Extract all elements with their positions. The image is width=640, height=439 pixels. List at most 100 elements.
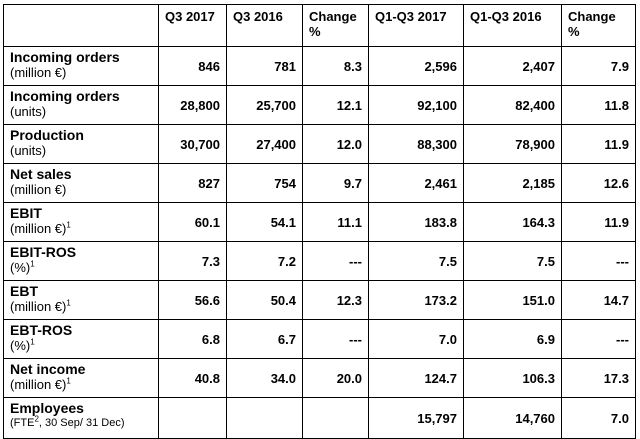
value-cell: 183.8 [368,202,464,242]
value-cell: --- [561,319,636,359]
value-cell: 151.0 [463,280,562,320]
header-cell-q1q3-2016: Q1-Q3 2016 [463,4,562,47]
value-cell: 827 [158,163,227,203]
row-unit: (FTE2, 30 Sep/ 31 Dec) [10,415,152,430]
row-unit: (%)1 [10,260,152,276]
value-cell: 781 [226,46,303,86]
row-unit-text: (units) [10,104,47,119]
value-cell: 7.9 [561,46,636,86]
value-cell: 8.3 [302,46,369,86]
row-unit: (%)1 [10,338,152,354]
row-unit: (million €)1 [10,377,152,393]
table-row: Net sales (million €) 827 754 9.7 2,461 2,185 1… [3,163,636,203]
row-label-cell: Incoming orders (million €) [3,46,159,86]
value-cell: 2,185 [463,163,562,203]
value-cell: 6.8 [158,319,227,359]
value-cell: 14.7 [561,280,636,320]
value-cell: --- [561,241,636,281]
value-cell: 12.6 [561,163,636,203]
table-row: Incoming orders (units) 28,800 25,700 12.1 92… [3,85,636,125]
value-cell: 11.8 [561,85,636,125]
value-cell: 7.2 [226,241,303,281]
value-cell [226,397,303,439]
value-cell: 164.3 [463,202,562,242]
header-row: Q3 2017 Q3 2016 Change % Q1-Q3 2017 Q1-Q… [3,4,636,47]
row-unit-text: (FTE [10,417,35,429]
value-cell: 11.1 [302,202,369,242]
value-cell: 12.1 [302,85,369,125]
row-label: Employees [10,400,84,416]
value-cell: 7.0 [368,319,464,359]
value-cell: 6.7 [226,319,303,359]
header-cell-change-q3: Change % [302,4,369,47]
row-unit-text: (units) [10,143,47,158]
row-unit-text: (%) [10,338,31,353]
value-cell: 9.7 [302,163,369,203]
value-cell: 11.9 [561,202,636,242]
value-cell: 88,300 [368,124,464,164]
value-cell: 754 [226,163,303,203]
row-unit: (units) [10,143,152,159]
kpi-table: Q3 2017 Q3 2016 Change % Q1-Q3 2017 Q1-Q… [3,4,636,439]
row-label-cell: Incoming orders (units) [3,85,159,125]
row-label-cell: EBT (million €)1 [3,280,159,320]
row-unit-text: (million €) [10,182,67,197]
value-cell: 11.9 [561,124,636,164]
value-cell: 17.3 [561,358,636,398]
row-label-cell: EBT-ROS (%)1 [3,319,159,359]
table-row: Incoming orders (million €) 846 781 8.3 2,596… [3,46,636,86]
table-row: EBIT-ROS (%)1 7.3 7.2 --- 7.5 7.5 --- [3,241,636,281]
row-label: Production [10,127,84,143]
value-cell: 846 [158,46,227,86]
value-cell: 82,400 [463,85,562,125]
row-label: EBIT [10,205,42,221]
row-unit-text: (million €) [10,299,67,314]
footnote-marker: 1 [66,298,71,308]
value-cell: 12.0 [302,124,369,164]
footnote-marker: 1 [30,259,35,269]
row-unit-suffix: , 30 Sep/ 31 Dec) [38,417,125,429]
value-cell: 15,797 [368,397,464,439]
row-label-cell: Production (units) [3,124,159,164]
row-label-cell: EBIT-ROS (%)1 [3,241,159,281]
value-cell [158,397,227,439]
value-cell [302,397,369,439]
table-row: Net income (million €)1 40.8 34.0 20.0 124.7 1… [3,358,636,398]
row-unit: (units) [10,104,152,120]
value-cell: 7.5 [368,241,464,281]
value-cell: 7.5 [463,241,562,281]
table-row: EBT-ROS (%)1 6.8 6.7 --- 7.0 6.9 --- [3,319,636,359]
row-label-cell: Net sales (million €) [3,163,159,203]
table-row: EBT (million €)1 56.6 50.4 12.3 173.2 151.0 14.… [3,280,636,320]
row-label-cell: Net income (million €)1 [3,358,159,398]
value-cell: 173.2 [368,280,464,320]
table-row: Production (units) 30,700 27,400 12.0 88,300 7… [3,124,636,164]
row-label-cell: Employees (FTE2, 30 Sep/ 31 Dec) [3,397,159,439]
row-label-cell: EBIT (million €)1 [3,202,159,242]
value-cell: 12.3 [302,280,369,320]
row-unit-text: (million €) [10,221,67,236]
row-label: EBIT-ROS [10,244,77,260]
value-cell: 6.9 [463,319,562,359]
value-cell: 14,760 [463,397,562,439]
row-label: EBT-ROS [10,322,73,338]
value-cell: 2,596 [368,46,464,86]
value-cell: 54.1 [226,202,303,242]
value-cell: 7.0 [561,397,636,439]
value-cell: 30,700 [158,124,227,164]
row-unit-text: (million €) [10,65,67,80]
row-unit: (million €)1 [10,221,152,237]
header-cell-change-q1q3: Change % [561,4,636,47]
row-unit: (million €) [10,182,152,198]
row-label: Net income [10,361,86,377]
value-cell: --- [302,241,369,281]
value-cell: 92,100 [368,85,464,125]
header-cell-label [3,4,159,47]
row-unit: (million €) [10,65,152,81]
header-cell-q3-2017: Q3 2017 [158,4,227,47]
value-cell: 106.3 [463,358,562,398]
value-cell: 34.0 [226,358,303,398]
row-unit-text: (%) [10,260,31,275]
table-row: EBIT (million €)1 60.1 54.1 11.1 183.8 164.3 11… [3,202,636,242]
value-cell: --- [302,319,369,359]
